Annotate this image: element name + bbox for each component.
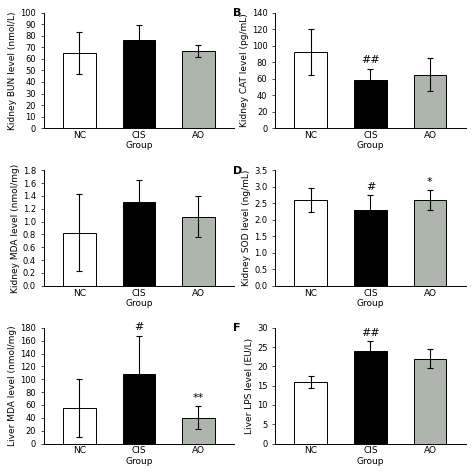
Bar <box>354 210 387 286</box>
Text: #: # <box>134 322 144 332</box>
Bar <box>354 80 387 128</box>
Bar <box>63 233 96 286</box>
X-axis label: Group: Group <box>356 456 384 465</box>
Bar <box>413 200 447 286</box>
Text: B: B <box>233 8 242 18</box>
Text: **: ** <box>193 393 204 403</box>
Bar <box>294 382 327 444</box>
Y-axis label: Liver MDA level (nmol/mg): Liver MDA level (nmol/mg) <box>9 326 18 446</box>
Text: #: # <box>366 182 375 191</box>
Bar <box>413 359 447 444</box>
Bar <box>182 418 215 444</box>
X-axis label: Group: Group <box>356 299 384 308</box>
X-axis label: Group: Group <box>125 299 153 308</box>
Bar <box>354 351 387 444</box>
X-axis label: Group: Group <box>125 456 153 465</box>
Y-axis label: Kidney SOD level (ng/mL): Kidney SOD level (ng/mL) <box>242 170 251 286</box>
Bar <box>413 74 447 128</box>
Text: ##: ## <box>361 55 380 65</box>
Text: F: F <box>233 323 241 333</box>
Text: *: * <box>427 177 433 187</box>
Bar <box>182 51 215 128</box>
Bar <box>123 40 155 128</box>
Bar <box>123 202 155 286</box>
Bar <box>182 217 215 286</box>
X-axis label: Group: Group <box>125 141 153 150</box>
Bar <box>123 374 155 444</box>
Y-axis label: Kidney BUN level (nmol/L): Kidney BUN level (nmol/L) <box>9 11 18 130</box>
Bar <box>63 408 96 444</box>
Bar <box>294 200 327 286</box>
Text: D: D <box>233 166 242 176</box>
Bar <box>63 53 96 128</box>
Y-axis label: Liver LPS level (EU/L): Liver LPS level (EU/L) <box>245 337 254 434</box>
Y-axis label: Kidney MDA level (nmol/mg): Kidney MDA level (nmol/mg) <box>11 164 20 292</box>
Y-axis label: Kidney CAT level (pg/mL): Kidney CAT level (pg/mL) <box>240 14 249 128</box>
Text: ##: ## <box>361 328 380 338</box>
X-axis label: Group: Group <box>356 141 384 150</box>
Bar <box>294 52 327 128</box>
